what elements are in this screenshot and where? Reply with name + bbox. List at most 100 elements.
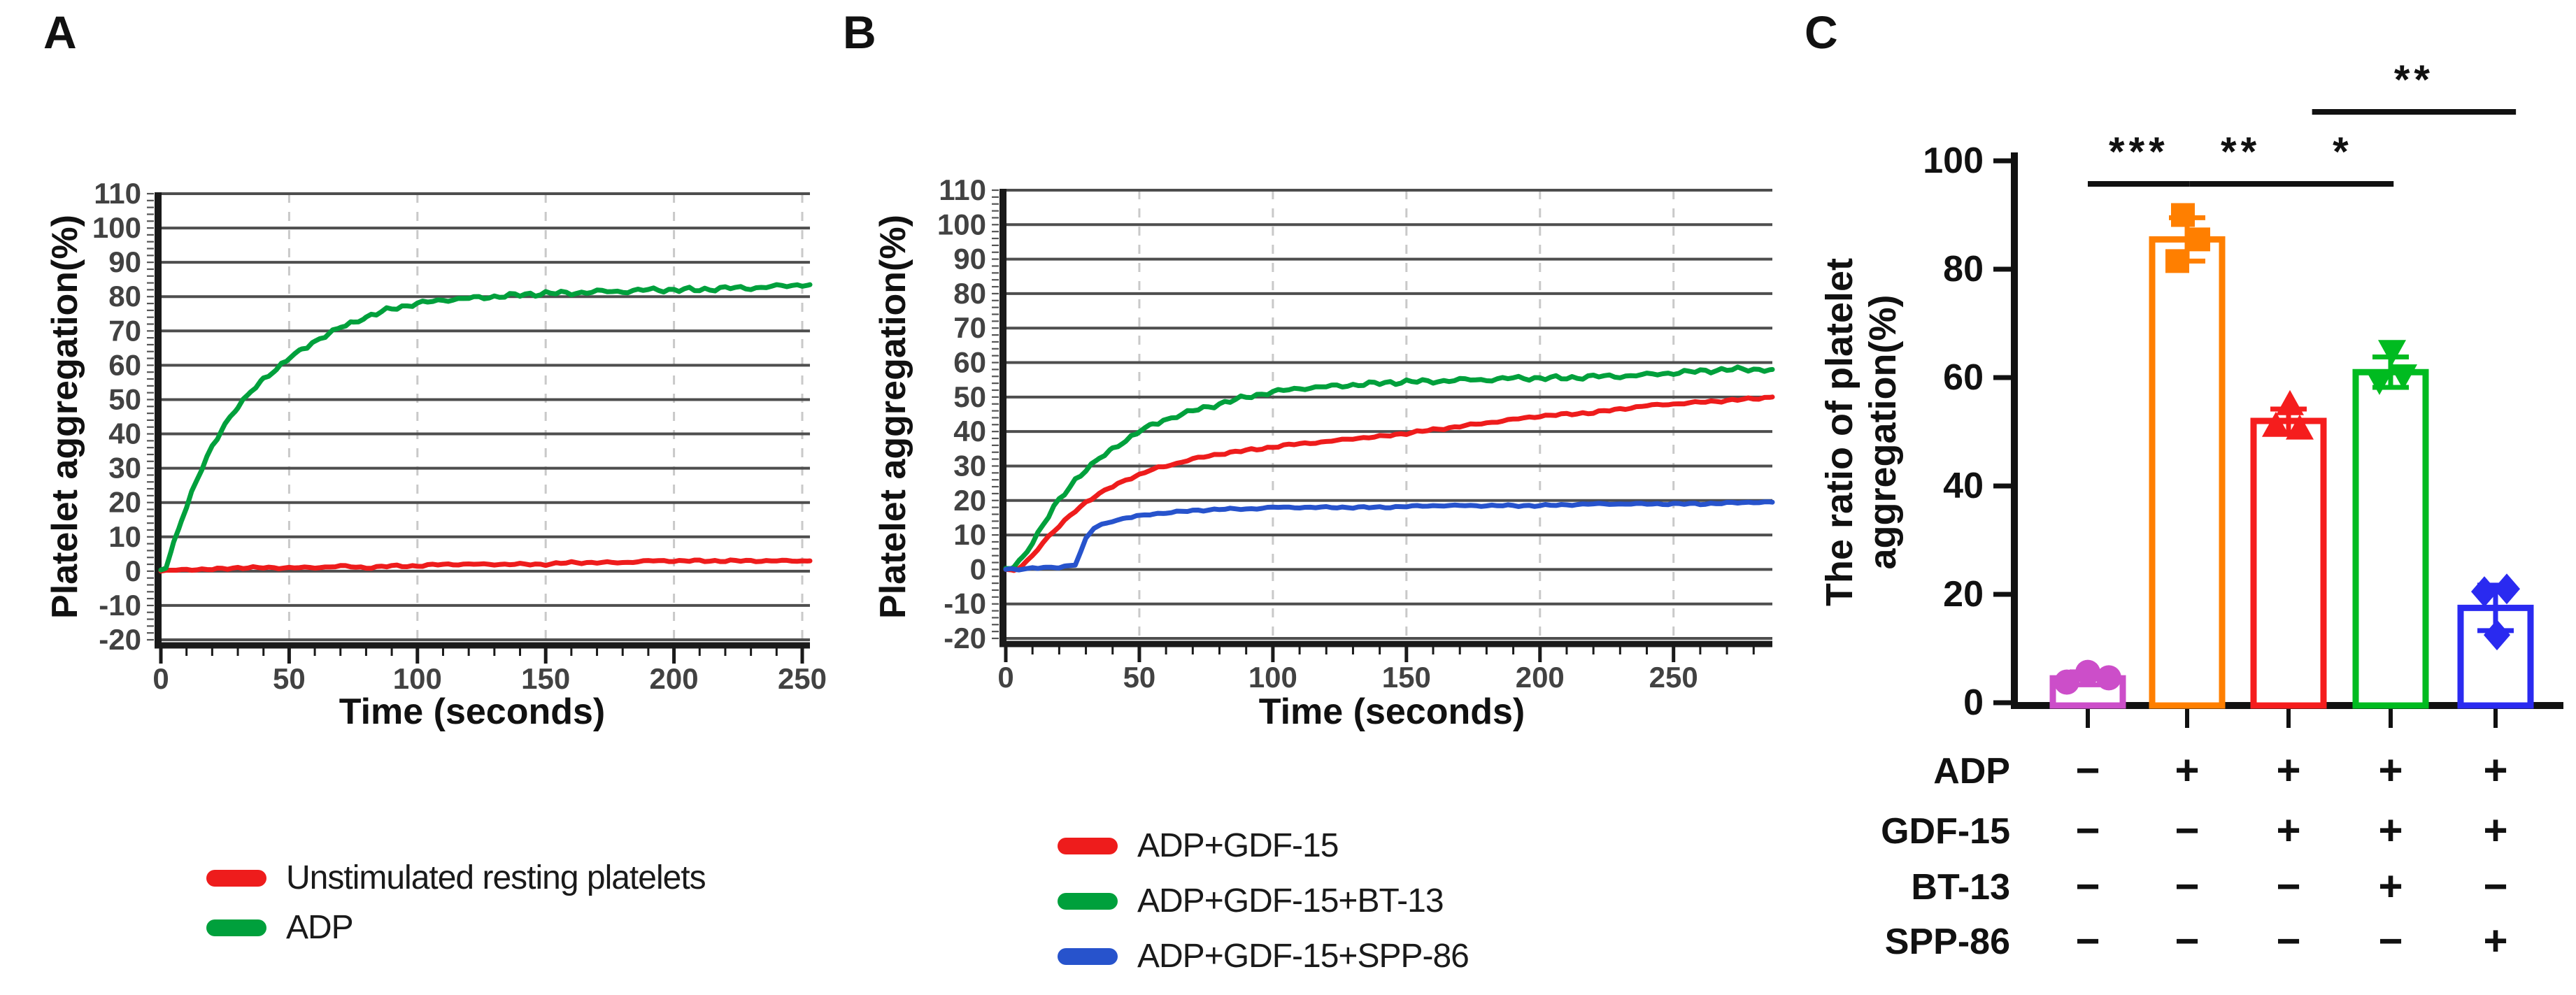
data-point-triangle-up	[2286, 414, 2314, 440]
svg-text:40: 40	[953, 415, 986, 448]
svg-text:20: 20	[108, 486, 141, 519]
svg-text:20: 20	[1943, 574, 1984, 615]
matrix-cell: −	[2075, 917, 2100, 964]
svg-text:-10: -10	[944, 587, 986, 620]
matrix-cell: −	[2175, 917, 2199, 964]
panel-b-label: B	[843, 6, 876, 58]
panel-a-label: A	[43, 6, 77, 58]
legend-swatch	[206, 869, 266, 887]
y-axis-title: aggregation(%)	[1862, 294, 1904, 569]
data-point-circle	[2096, 665, 2121, 691]
bar-group-adp	[2149, 203, 2226, 709]
svg-text:100: 100	[1248, 661, 1297, 694]
legend-swatch	[206, 919, 266, 936]
svg-text:70: 70	[108, 314, 141, 347]
svg-text:250: 250	[1649, 661, 1698, 694]
legend-label: ADP	[286, 909, 354, 946]
svg-text:0: 0	[125, 554, 141, 587]
svg-text:10: 10	[953, 518, 986, 551]
svg-text:0: 0	[152, 662, 169, 695]
data-point-circle	[2075, 659, 2100, 685]
matrix-cell: +	[2276, 807, 2300, 854]
svg-text:30: 30	[953, 449, 986, 482]
series-adp-gdf-15-spp-86	[1003, 499, 1775, 573]
legend-swatch	[1058, 947, 1118, 965]
data-point-triangle-down	[2378, 340, 2406, 366]
data-point-diamond	[2484, 620, 2510, 651]
data-point-square	[2165, 249, 2189, 273]
svg-text:40: 40	[1943, 466, 1984, 506]
legend-row: ADP	[206, 908, 706, 947]
data-point-triangle-down	[2365, 369, 2393, 395]
svg-text:200: 200	[650, 662, 699, 695]
bar-group-adp-gdf-15	[2250, 389, 2327, 709]
legend-swatch	[1058, 837, 1118, 854]
series-adp	[158, 282, 813, 573]
matrix-row-label: GDF-15	[1881, 811, 2010, 852]
svg-text:100: 100	[92, 211, 141, 244]
matrix-row-label: BT-13	[1911, 867, 2010, 908]
matrix-cell: +	[2378, 747, 2403, 794]
svg-text:150: 150	[1382, 661, 1431, 694]
matrix-cell: +	[2483, 917, 2507, 964]
svg-text:60: 60	[108, 348, 141, 381]
series-unstimulated-resting-platelets	[158, 557, 813, 574]
x-axis-title: Time (seconds)	[339, 692, 605, 732]
matrix-cell: +	[2378, 807, 2403, 854]
data-point-triangle-up	[2262, 411, 2290, 437]
panel-c-label: C	[1805, 6, 1838, 58]
data-point-square	[2171, 203, 2195, 227]
data-point-diamond	[2471, 576, 2498, 608]
bar-group-adp-gdf-15-bt-13	[2352, 340, 2429, 709]
svg-text:40: 40	[108, 417, 141, 450]
bar-group-resting	[2049, 659, 2126, 709]
significance-stars: **	[2221, 129, 2261, 175]
bar	[2250, 417, 2327, 709]
matrix-cell: −	[2483, 863, 2507, 910]
matrix-cell: −	[2175, 807, 2199, 854]
svg-text:50: 50	[273, 662, 306, 695]
matrix-cell: +	[2483, 747, 2507, 794]
legend-label: ADP+GDF-15	[1137, 827, 1339, 864]
bar	[2352, 368, 2429, 709]
data-point-square	[2186, 227, 2210, 252]
matrix-cell: +	[2483, 807, 2507, 854]
x-axis-title: Time (seconds)	[1259, 692, 1525, 732]
svg-text:80: 80	[1943, 249, 1984, 289]
svg-text:0: 0	[970, 552, 986, 585]
data-point-circle	[2054, 669, 2079, 695]
matrix-cell: −	[2075, 863, 2100, 910]
svg-text:60: 60	[953, 346, 986, 379]
svg-text:20: 20	[953, 484, 986, 517]
matrix-cell: −	[2075, 807, 2100, 854]
matrix-row-label: ADP	[1933, 751, 2010, 792]
matrix-cell: +	[2276, 747, 2300, 794]
svg-text:-20: -20	[99, 623, 141, 656]
data-point-triangle-up	[2276, 389, 2304, 415]
svg-text:10: 10	[108, 520, 141, 553]
svg-text:0: 0	[1963, 682, 1984, 723]
y-axis-title: The ratio of platelet	[1819, 258, 1860, 606]
legend-label: ADP+GDF-15+BT-13	[1137, 882, 1444, 919]
y-axis-title: Platelet aggregation(%)	[45, 215, 85, 619]
svg-text:-20: -20	[944, 622, 986, 654]
data-point-diamond	[2493, 573, 2520, 605]
svg-text:100: 100	[937, 208, 986, 241]
matrix-row-label: SPP-86	[1885, 922, 2010, 962]
svg-text:80: 80	[108, 280, 141, 313]
svg-text:150: 150	[521, 662, 570, 695]
svg-text:80: 80	[953, 277, 986, 310]
svg-text:110: 110	[94, 177, 141, 210]
svg-text:50: 50	[1123, 661, 1156, 694]
data-point-triangle-down	[2389, 364, 2417, 390]
svg-text:50: 50	[108, 382, 141, 415]
legend-row: ADP+GDF-15+SPP-86	[1058, 937, 1470, 975]
svg-text:90: 90	[108, 245, 141, 278]
matrix-cell: +	[2378, 863, 2403, 910]
